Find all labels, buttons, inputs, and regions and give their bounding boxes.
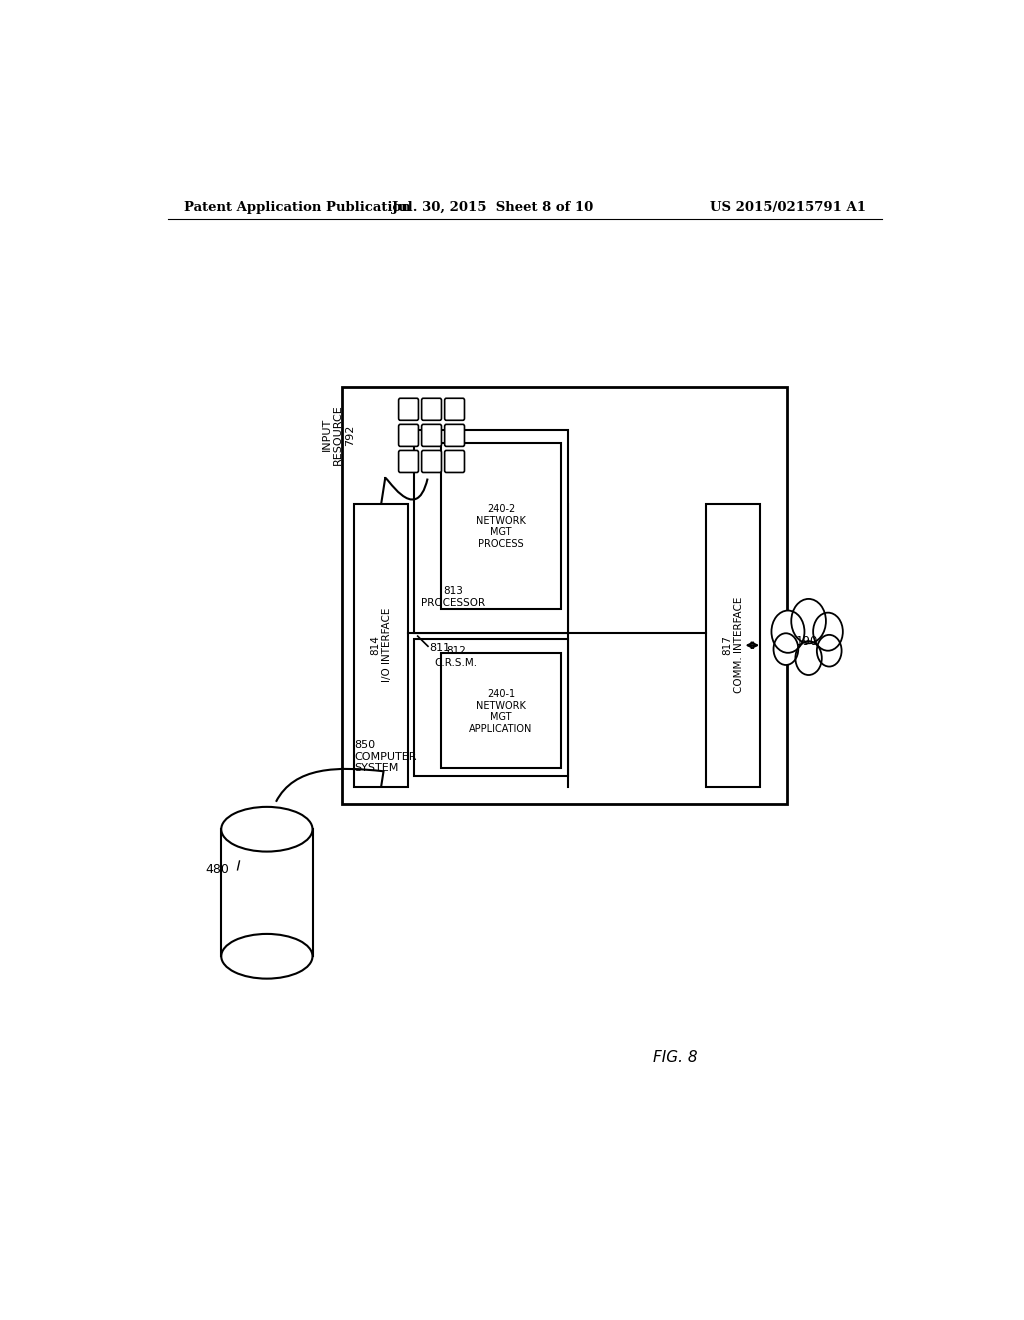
Circle shape — [817, 635, 842, 667]
Bar — [441, 653, 560, 768]
Text: 817
COMM. INTERFACE: 817 COMM. INTERFACE — [722, 597, 743, 693]
FancyBboxPatch shape — [422, 450, 441, 473]
Circle shape — [792, 599, 826, 643]
Circle shape — [771, 611, 805, 653]
Text: US 2015/0215791 A1: US 2015/0215791 A1 — [710, 201, 866, 214]
Text: 811: 811 — [430, 643, 451, 653]
Text: Patent Application Publication: Patent Application Publication — [183, 201, 411, 214]
Bar — [342, 387, 786, 804]
Text: 240-1
NETWORK
MGT
APPLICATION: 240-1 NETWORK MGT APPLICATION — [469, 689, 532, 734]
FancyBboxPatch shape — [444, 399, 465, 420]
Bar — [354, 504, 409, 787]
Text: 814
I/O INTERFACE: 814 I/O INTERFACE — [371, 609, 392, 682]
Text: INPUT
RESOURCE
792: INPUT RESOURCE 792 — [322, 404, 355, 465]
Circle shape — [773, 634, 799, 665]
Text: 190: 190 — [796, 635, 818, 648]
Bar — [414, 430, 568, 634]
Text: 480: 480 — [206, 863, 229, 876]
Text: 240-2
NETWORK
MGT
PROCESS: 240-2 NETWORK MGT PROCESS — [476, 504, 526, 549]
FancyBboxPatch shape — [444, 424, 465, 446]
Text: FIG. 8: FIG. 8 — [653, 1051, 698, 1065]
Text: 813
PROCESSOR: 813 PROCESSOR — [421, 586, 485, 607]
FancyBboxPatch shape — [398, 424, 419, 446]
FancyBboxPatch shape — [398, 399, 419, 420]
Circle shape — [796, 642, 822, 675]
Bar — [414, 639, 568, 776]
Bar — [394, 392, 469, 479]
FancyBboxPatch shape — [398, 450, 419, 473]
FancyBboxPatch shape — [444, 450, 465, 473]
Ellipse shape — [221, 807, 312, 851]
Text: Jul. 30, 2015  Sheet 8 of 10: Jul. 30, 2015 Sheet 8 of 10 — [392, 201, 594, 214]
FancyBboxPatch shape — [422, 424, 441, 446]
Bar — [441, 444, 560, 609]
FancyBboxPatch shape — [422, 399, 441, 420]
Text: 850
COMPUTER
SYSTEM: 850 COMPUTER SYSTEM — [354, 741, 417, 774]
Circle shape — [813, 612, 843, 651]
Bar — [706, 504, 760, 787]
Text: 812
C.R.S.M.: 812 C.R.S.M. — [434, 647, 477, 668]
